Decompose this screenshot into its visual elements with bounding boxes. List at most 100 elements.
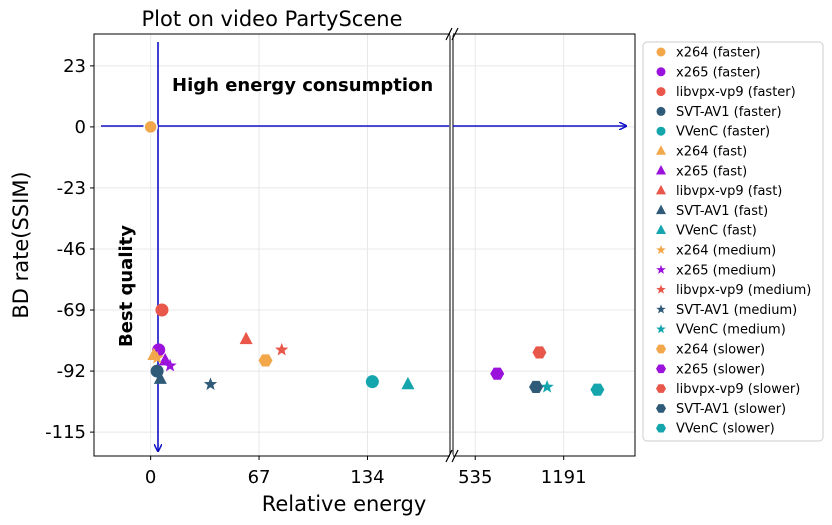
legend-marker [656, 224, 666, 234]
legend-marker [656, 87, 666, 97]
legend-marker [656, 344, 666, 354]
legend-marker [656, 184, 666, 195]
legend-label: VVenC (faster) [676, 125, 770, 140]
y-tick-label: 0 [75, 117, 86, 138]
data-point [490, 367, 505, 380]
legend-item: SVT-AV1 (medium) [656, 303, 797, 318]
legend-label: x265 (slower) [676, 362, 765, 377]
y-axis-label: BD rate(SSIM) [9, 171, 33, 318]
data-point [401, 376, 415, 390]
legend-item: SVT-AV1 (fast) [656, 204, 768, 219]
legend-marker [656, 106, 666, 116]
data-point [532, 346, 547, 359]
legend-marker [656, 284, 666, 294]
legend-label: libvpx-vp9 (medium) [676, 283, 811, 298]
legend-item: VVenC (fast) [656, 224, 757, 239]
legend-item: x264 (slower) [656, 343, 765, 358]
data-points [143, 119, 605, 396]
legend-item: VVenC (faster) [656, 125, 770, 140]
legend-item: SVT-AV1 (slower) [656, 402, 786, 417]
y-tick-label: -23 [57, 178, 86, 199]
data-point [158, 352, 172, 366]
x-tick-label: 1191 [541, 467, 587, 488]
legend-item: libvpx-vp9 (slower) [656, 382, 800, 397]
legend-item: x264 (fast) [656, 145, 747, 160]
legend-label: x264 (faster) [676, 46, 761, 61]
y-tick-label: -92 [57, 361, 86, 382]
legend-marker [656, 264, 666, 274]
legend-label: VVenC (slower) [676, 422, 775, 437]
legend-item: x265 (medium) [656, 263, 776, 278]
legend-marker [656, 324, 666, 334]
chart-title: Plot on video PartyScene [141, 7, 402, 31]
legend-label: SVT-AV1 (slower) [676, 402, 786, 417]
legend-label: SVT-AV1 (fast) [676, 204, 768, 219]
x-tick-label: 535 [458, 467, 492, 488]
data-point [540, 379, 554, 393]
legend-marker [656, 304, 666, 314]
legend-marker [656, 145, 666, 155]
legend-item: x265 (fast) [656, 164, 747, 179]
annotation-high-energy: High energy consumption [172, 75, 433, 96]
data-point [529, 380, 544, 394]
legend-marker [656, 204, 666, 215]
x-axis-label: Relative energy [262, 492, 427, 516]
legend-item: x264 (faster) [656, 46, 761, 61]
legend-label: x264 (medium) [676, 244, 776, 259]
data-point [258, 354, 273, 367]
y-tick-label: 23 [63, 56, 86, 77]
legend-item: libvpx-vp9 (faster) [656, 85, 796, 100]
legend-label: x265 (fast) [676, 164, 747, 179]
data-point [163, 358, 177, 372]
axis-break-marks [445, 27, 459, 463]
x-tick-label: 67 [248, 467, 271, 488]
tick-labels: 23 0 -23 -46 -69 -92 -115 0 67 134 535 1191 [45, 56, 586, 488]
legend-marker [656, 364, 666, 374]
legend-item: VVenC (slower) [656, 422, 775, 437]
legend-box [642, 41, 824, 442]
x-tick-label: 0 [145, 467, 156, 488]
legend-marker [656, 67, 666, 77]
legend-marker [656, 47, 666, 57]
data-point [590, 383, 605, 396]
legend-item: SVT-AV1 (faster) [656, 105, 782, 120]
data-point [365, 375, 379, 389]
legend-label: SVT-AV1 (medium) [676, 303, 797, 318]
data-point [275, 342, 289, 356]
legend-marker [656, 423, 666, 433]
legend-marker [656, 126, 666, 136]
legend: x264 (faster) x265 (faster) libvpx-vp9 (fa… [642, 41, 824, 442]
data-point [143, 119, 158, 135]
legend-label: VVenC (fast) [676, 224, 757, 239]
legend-marker [656, 165, 666, 175]
legend-item: libvpx-vp9 (fast) [656, 184, 782, 199]
legend-label: x264 (fast) [676, 145, 747, 160]
annotation-best-quality: Best quality [116, 225, 137, 347]
y-tick-label: -115 [45, 422, 86, 443]
legend-marker [656, 404, 666, 413]
legend-item: VVenC (medium) [656, 323, 786, 338]
x-tick-label: 134 [350, 467, 384, 488]
data-point [203, 377, 218, 390]
legend-label: SVT-AV1 (faster) [676, 105, 782, 120]
legend-item: x264 (medium) [656, 244, 776, 259]
legend-item: x265 (faster) [656, 65, 761, 80]
grid [94, 34, 635, 456]
data-point [239, 331, 253, 345]
legend-label: libvpx-vp9 (fast) [676, 184, 782, 199]
y-tick-label: -46 [57, 239, 86, 260]
data-point [155, 303, 169, 317]
plot-frames [93, 32, 636, 458]
y-tick-label: -69 [57, 300, 86, 321]
legend-label: VVenC (medium) [676, 323, 786, 338]
legend-label: x265 (faster) [676, 65, 761, 80]
legend-label: libvpx-vp9 (slower) [676, 382, 800, 397]
legend-marker [656, 384, 666, 393]
data-point [150, 350, 164, 364]
legend-item: libvpx-vp9 (medium) [656, 283, 811, 298]
legend-label: libvpx-vp9 (faster) [676, 85, 796, 100]
legend-label: x264 (slower) [676, 343, 765, 358]
legend-item: x265 (slower) [656, 362, 765, 377]
legend-label: x265 (medium) [676, 263, 776, 278]
